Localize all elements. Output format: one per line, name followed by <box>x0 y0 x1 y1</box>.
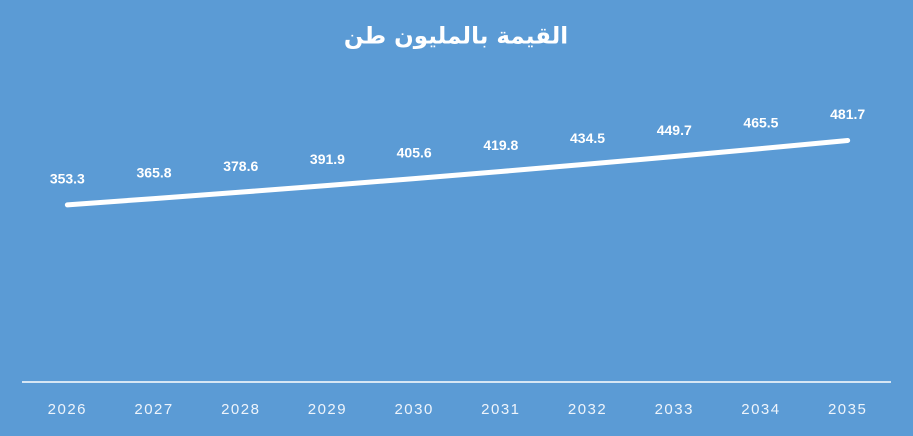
data-label: 465.5 <box>743 114 778 130</box>
x-tick-label: 2029 <box>308 401 347 418</box>
data-label: 449.7 <box>657 122 692 138</box>
x-tick-label: 2035 <box>828 401 867 418</box>
data-label: 419.8 <box>483 137 518 153</box>
x-tick-label: 2031 <box>481 401 520 418</box>
x-tick-label: 2032 <box>568 401 607 418</box>
data-label: 434.5 <box>570 130 605 146</box>
x-tick-label: 2028 <box>221 401 260 418</box>
line <box>64 137 851 208</box>
x-tick-label: 2030 <box>394 401 433 418</box>
data-label: 405.6 <box>397 144 432 160</box>
x-tick-label: 2027 <box>134 401 173 418</box>
x-tick-label: 2026 <box>48 401 87 418</box>
x-tick-label: 2033 <box>655 401 694 418</box>
chart-title: القيمة بالمليون طن <box>344 24 568 50</box>
x-tick-label: 2034 <box>741 401 780 418</box>
data-label: 391.9 <box>310 151 345 167</box>
data-label: 365.8 <box>137 164 172 180</box>
data-label: 353.3 <box>50 171 85 187</box>
data-label: 481.7 <box>830 106 865 122</box>
data-label: 378.6 <box>223 158 258 174</box>
